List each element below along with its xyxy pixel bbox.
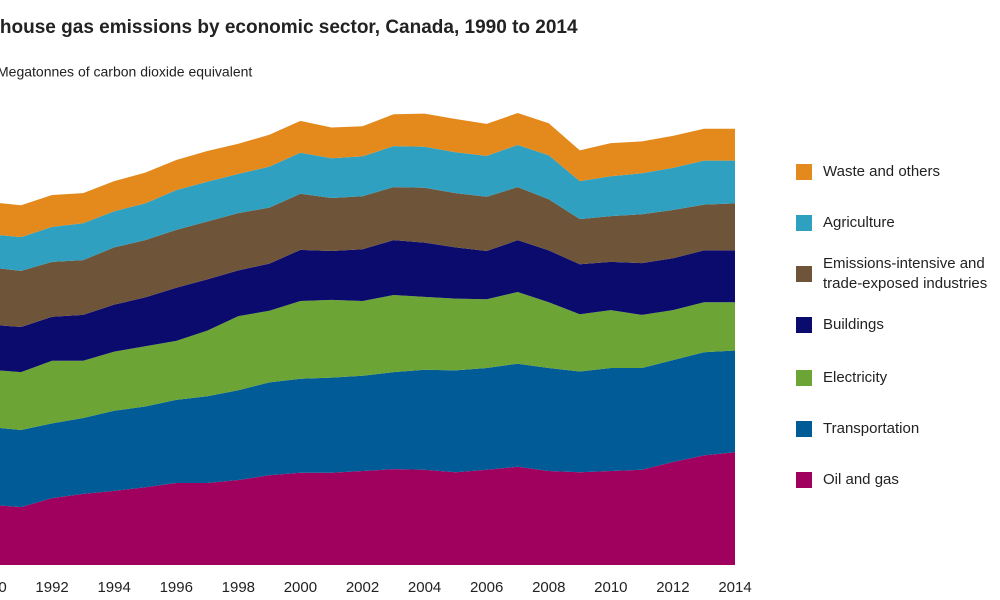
- chart-subtitle: Megatonnes of carbon dioxide equivalent: [0, 64, 252, 80]
- legend-label-box: Transportation: [823, 419, 1000, 439]
- x-tick-label: 2010: [594, 579, 627, 596]
- legend-swatch: [796, 215, 812, 231]
- x-tick-label: 2000: [284, 579, 317, 596]
- x-tick-label: 1994: [97, 579, 130, 596]
- x-tick-label: 2012: [656, 579, 689, 596]
- legend-label-box: Waste and others: [823, 162, 1000, 182]
- area: [0, 144, 735, 271]
- legend-label: Agriculture: [823, 214, 895, 231]
- area: [0, 240, 735, 373]
- x-tick-label: 1992: [35, 579, 68, 596]
- legend-label-box: Oil and gas: [823, 470, 1000, 490]
- legend-swatch: [796, 266, 812, 282]
- area: [0, 292, 735, 431]
- x-tick-label: 1990: [0, 579, 7, 596]
- x-tick-label: 2004: [408, 579, 441, 596]
- x-tick-label: 1998: [222, 579, 255, 596]
- legend-label: Oil and gas: [823, 471, 899, 488]
- x-tick-label: 2014: [718, 579, 751, 596]
- area: [0, 187, 735, 327]
- legend-label-box: Emissions-intensive and trade-exposed in…: [823, 254, 1000, 294]
- x-tick-label: 2006: [470, 579, 503, 596]
- legend-label-box: Agriculture: [823, 213, 1000, 233]
- legend-label: Buildings: [823, 316, 884, 333]
- legend-swatch: [796, 317, 812, 333]
- legend-label-box: Buildings: [823, 315, 1000, 335]
- legend-label: Electricity: [823, 369, 888, 386]
- legend-label-box: Electricity: [823, 368, 1000, 388]
- area: [0, 113, 735, 238]
- legend-label: Emissions-intensive and trade-exposed in…: [823, 255, 988, 292]
- legend-swatch: [796, 472, 812, 488]
- legend-label: Waste and others: [823, 163, 941, 180]
- legend-swatch: [796, 421, 812, 437]
- area: [0, 452, 735, 565]
- legend-swatch: [796, 370, 812, 386]
- area: [0, 350, 735, 508]
- x-tick-label: 2008: [532, 579, 565, 596]
- legend-swatch: [796, 164, 812, 180]
- legend-label: Transportation: [823, 420, 920, 437]
- x-tick-label: 2002: [346, 579, 379, 596]
- chart-title: Greenhouse gas emissions by economic sec…: [0, 17, 578, 38]
- x-tick-label: 1996: [160, 579, 193, 596]
